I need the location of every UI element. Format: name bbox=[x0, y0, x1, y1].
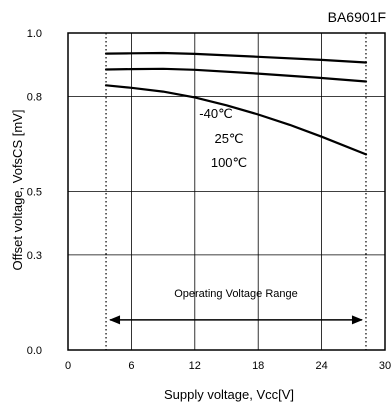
operating-range bbox=[105, 33, 367, 350]
plot-frame bbox=[67, 32, 386, 351]
x-tick-label: 18 bbox=[252, 360, 264, 372]
part-number-label: BA6901F bbox=[328, 9, 386, 25]
range-arrow-right-head bbox=[351, 315, 363, 325]
legend-label-minus40: -40℃ bbox=[199, 106, 232, 121]
y-tick-label: 1.0 bbox=[27, 28, 42, 40]
series-line-1 bbox=[104, 67, 368, 83]
x-tick-label: 24 bbox=[315, 360, 327, 372]
x-axis-title: Supply voltage, Vcc[V] bbox=[164, 387, 294, 402]
series-line-0 bbox=[104, 51, 368, 64]
data-curves bbox=[104, 51, 368, 156]
series-line-2 bbox=[104, 84, 368, 156]
y-tick-label: 0.0 bbox=[27, 345, 42, 357]
x-tick-label: 30 bbox=[379, 360, 391, 372]
x-tick-label: 12 bbox=[189, 360, 201, 372]
range-arrow-left-head bbox=[109, 315, 121, 325]
x-tick-label: 0 bbox=[65, 360, 71, 372]
legend-label-100: 100℃ bbox=[211, 155, 247, 170]
operating-range-label: Operating Voltage Range bbox=[174, 288, 298, 300]
legend-label-25: 25℃ bbox=[214, 131, 243, 146]
y-tick-label: 0.3 bbox=[27, 250, 42, 262]
x-tick-label: 6 bbox=[128, 360, 134, 372]
y-axis-title: Offset voltage, VofsCS [mV] bbox=[10, 110, 25, 271]
y-tick-label: 0.5 bbox=[27, 187, 42, 199]
grid-lines bbox=[68, 33, 385, 350]
axis-tick-labels: 0 6 12 18 24 30 0.0 0.3 0.5 0.8 1.0 bbox=[27, 28, 391, 372]
y-tick-label: 0.8 bbox=[27, 91, 42, 103]
